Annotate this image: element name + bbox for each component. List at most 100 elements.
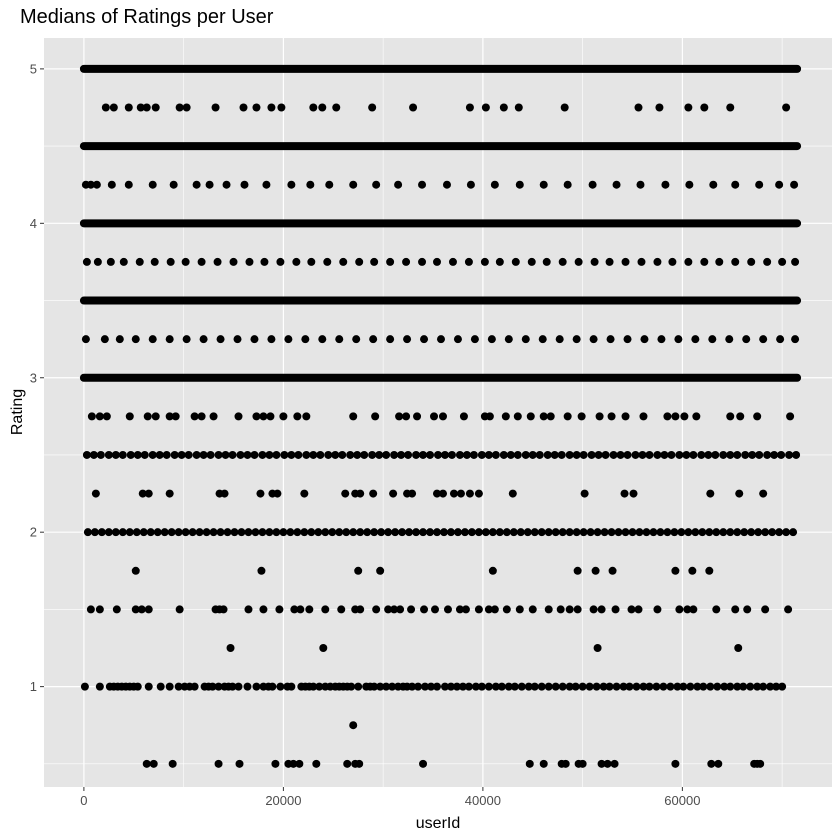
- data-point: [420, 605, 429, 614]
- data-point: [370, 682, 379, 691]
- data-point: [259, 605, 268, 614]
- data-point: [671, 566, 680, 575]
- data-point: [726, 528, 735, 537]
- data-point: [109, 103, 118, 112]
- data-point: [495, 528, 504, 537]
- data-point: [100, 335, 109, 344]
- data-point: [605, 682, 614, 691]
- data-point: [637, 257, 646, 266]
- data-point: [521, 335, 530, 344]
- data-point: [356, 489, 365, 498]
- data-point: [684, 528, 693, 537]
- data-point: [743, 605, 752, 614]
- y-axis-title: Rating: [9, 389, 26, 435]
- data-point: [197, 412, 206, 421]
- data-point: [607, 412, 616, 421]
- data-point: [386, 335, 395, 344]
- data-point: [252, 103, 261, 112]
- data-point: [741, 450, 750, 459]
- data-point: [213, 257, 222, 266]
- data-point: [404, 450, 413, 459]
- data-point: [504, 335, 513, 344]
- data-point: [509, 528, 518, 537]
- data-point: [208, 682, 217, 691]
- data-point: [763, 257, 772, 266]
- data-point: [470, 335, 479, 344]
- data-point: [734, 644, 743, 653]
- data-point: [561, 759, 570, 768]
- data-point: [551, 682, 560, 691]
- data-point: [250, 450, 259, 459]
- data-point: [418, 180, 427, 189]
- data-point: [666, 682, 675, 691]
- data-point: [487, 335, 496, 344]
- data-point: [784, 605, 793, 614]
- data-point: [742, 335, 751, 344]
- data-point: [461, 605, 470, 614]
- data-point: [593, 644, 602, 653]
- data-point: [761, 605, 770, 614]
- data-point: [438, 412, 447, 421]
- data-point: [537, 682, 546, 691]
- data-point: [639, 682, 648, 691]
- data-point: [670, 528, 679, 537]
- data-point: [144, 489, 153, 498]
- data-point: [684, 103, 693, 112]
- data-point: [412, 528, 421, 537]
- data-point: [705, 566, 714, 575]
- data-point: [466, 180, 475, 189]
- data-point: [508, 489, 517, 498]
- data-point: [165, 489, 174, 498]
- data-point: [402, 412, 411, 421]
- data-point: [578, 682, 587, 691]
- data-point: [501, 412, 510, 421]
- data-point: [726, 412, 735, 421]
- data-point: [309, 103, 318, 112]
- data-point: [245, 257, 254, 266]
- data-point: [725, 335, 734, 344]
- data-point: [571, 682, 580, 691]
- data-point: [151, 412, 160, 421]
- data-point: [376, 566, 385, 575]
- data-point: [244, 528, 253, 537]
- data-point: [354, 682, 363, 691]
- data-point: [258, 528, 267, 537]
- data-point: [770, 450, 779, 459]
- data-point: [495, 257, 504, 266]
- data-point: [202, 528, 211, 537]
- data-point: [233, 335, 242, 344]
- data-point: [391, 528, 400, 537]
- data-point: [181, 257, 190, 266]
- data-point: [442, 180, 451, 189]
- data-point: [558, 528, 567, 537]
- data-point: [612, 180, 621, 189]
- data-point: [462, 450, 471, 459]
- data-point: [318, 335, 327, 344]
- data-point: [237, 528, 246, 537]
- y-tick-label: 5: [30, 61, 37, 76]
- data-point: [573, 566, 582, 575]
- data-point: [370, 528, 379, 537]
- data-point: [711, 450, 720, 459]
- data-point: [692, 412, 701, 421]
- data-point: [394, 180, 403, 189]
- data-point: [427, 682, 436, 691]
- data-point: [502, 528, 511, 537]
- data-point: [682, 450, 691, 459]
- data-point: [388, 682, 397, 691]
- data-point: [267, 103, 276, 112]
- data-point: [546, 412, 555, 421]
- data-point: [396, 605, 405, 614]
- data-point: [328, 528, 337, 537]
- data-point: [236, 450, 245, 459]
- data-point: [402, 257, 411, 266]
- data-point: [222, 180, 231, 189]
- data-point: [318, 103, 327, 112]
- data-point: [465, 103, 474, 112]
- data-point: [439, 528, 448, 537]
- data-point: [182, 103, 191, 112]
- data-point: [485, 412, 494, 421]
- x-tick-label: 0: [80, 793, 87, 808]
- data-point: [446, 682, 455, 691]
